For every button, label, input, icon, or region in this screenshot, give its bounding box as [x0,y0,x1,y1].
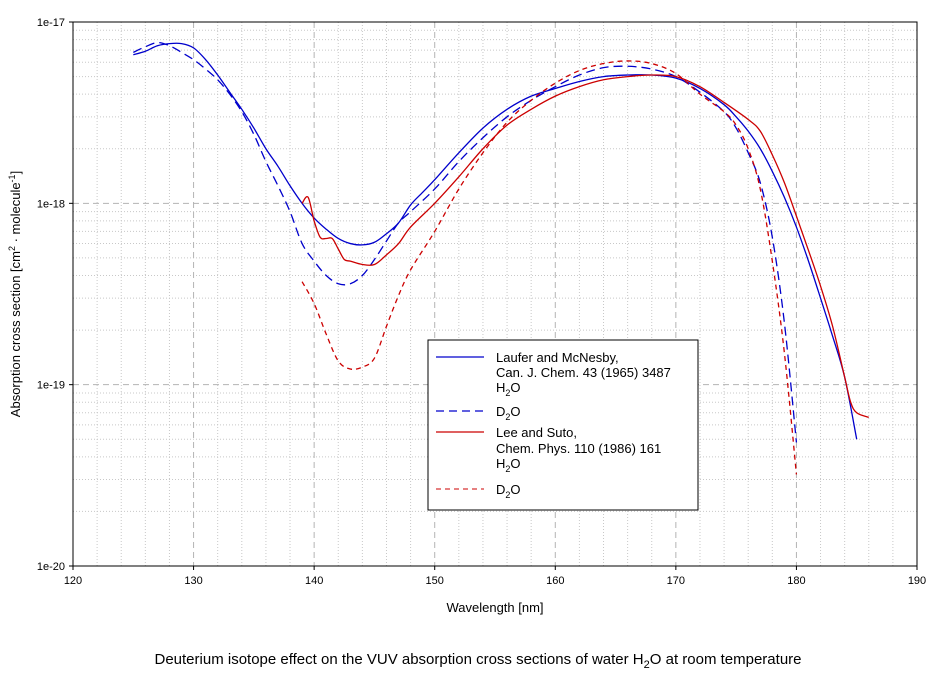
series-line-3 [301,60,798,475]
legend-box [427,339,699,511]
x-tick-label: 160 [546,575,564,587]
x-tick-label: 180 [787,575,805,587]
legend-laufer-line2: Can. J. Chem. 43 (1965) 3487 [496,365,671,380]
legend-laufer-d2o-label: D2O [496,404,521,422]
y-axis: 1e-20 1e-19 1e-18 1e-17 [37,17,73,573]
x-tick-label: 120 [64,575,82,587]
y-tick-label: 1e-18 [37,198,65,210]
x-tick-label: 140 [305,575,323,587]
series-line-1 [133,41,798,443]
legend-lee-h2o-label: H2O [496,456,521,474]
y-axis-title: Absorption cross section [cm2 · molecule… [7,171,23,417]
x-axis: 120 130 140 150 160 170 180 190 [64,566,926,587]
x-tick-label: 190 [908,575,926,587]
legend-laufer-line1: Laufer and McNesby, [496,350,619,365]
legend-lee-line1: Lee and Suto, [496,425,577,440]
y-tick-label: 1e-19 [37,380,65,392]
y-tick-label: 1e-20 [37,561,65,573]
legend-laufer-h2o-label: H2O [496,380,521,398]
legend: Laufer and McNesby, Can. J. Chem. 43 (19… [427,339,699,511]
x-tick-label: 130 [184,575,202,587]
series-line-0 [133,42,858,440]
figure-caption: Deuterium isotope effect on the VUV abso… [155,651,802,671]
y-tick-label: 1e-17 [37,17,65,29]
series-layer [133,41,870,475]
x-tick-label: 150 [426,575,444,587]
series-line-2 [301,74,870,419]
legend-lee-d2o-label: D2O [496,482,521,500]
plot-frame [72,21,918,567]
x-axis-title: Wavelength [nm] [446,600,543,615]
x-tick-label: 170 [667,575,685,587]
legend-lee-line2: Chem. Phys. 110 (1986) 161 [496,441,661,456]
